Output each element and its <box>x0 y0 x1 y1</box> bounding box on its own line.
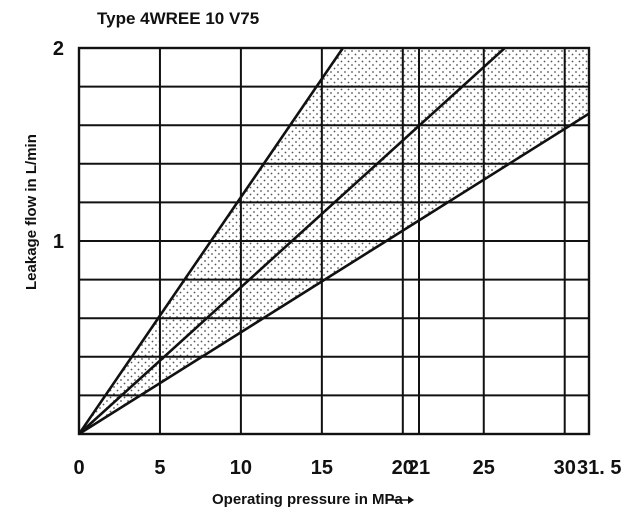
x-tick-label: 0 <box>73 457 84 479</box>
x-tick-label: 20 <box>392 457 414 479</box>
y-tick-label: 2 <box>53 38 64 60</box>
plot-frame <box>77 46 591 436</box>
chart-title: Type 4WREE 10 V75 <box>97 9 259 28</box>
x-tick-label: 25 <box>473 457 495 479</box>
series-line-1 <box>79 48 345 434</box>
x-tick-label: 21 <box>408 457 430 479</box>
shaded-band <box>79 48 589 434</box>
x-tick-label: 10 <box>230 457 252 479</box>
y-axis-label: Leakage flow in L/min <box>23 134 40 290</box>
x-tick-label: 15 <box>311 457 333 479</box>
x-axis-arrow <box>386 496 414 504</box>
x-tick-label: 31. 5 <box>577 457 621 479</box>
shaded-band-area <box>79 48 589 434</box>
x-tick-label: 30 <box>554 457 576 479</box>
series-line-3 <box>79 112 589 434</box>
x-tick-label: 5 <box>154 457 165 479</box>
x-axis-label: Operating pressure in MPa <box>212 491 404 508</box>
y-tick-label: 1 <box>53 231 64 253</box>
y-tick-labels: 12 <box>53 38 64 253</box>
